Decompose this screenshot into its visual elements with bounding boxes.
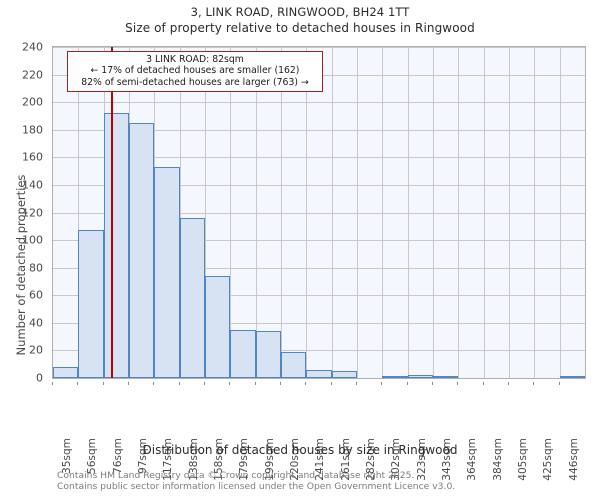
- x-axis-tick-mark: [77, 382, 78, 385]
- histogram-plot-area: 3 LINK ROAD: 82sqm ← 17% of detached hou…: [52, 46, 586, 379]
- histogram-bar: [382, 376, 408, 378]
- annotation-line-2: ← 17% of detached houses are smaller (16…: [90, 65, 300, 77]
- y-axis-tick-label: 60: [29, 288, 43, 302]
- histogram-bar: [560, 376, 585, 378]
- gridline-horizontal: [53, 240, 585, 242]
- gridline-horizontal: [53, 157, 585, 159]
- histogram-bar: [104, 113, 129, 378]
- histogram-bar: [256, 331, 281, 378]
- y-axis-tick-label: 180: [22, 123, 43, 137]
- plot-inner: 3 LINK ROAD: 82sqm ← 17% of detached hou…: [53, 47, 585, 378]
- histogram-bar: [129, 122, 154, 378]
- histogram-bar: [78, 230, 104, 378]
- gridline-vertical: [230, 47, 231, 378]
- x-axis-tick-mark: [229, 382, 230, 385]
- chart-subtitle: Size of property relative to detached ho…: [125, 21, 475, 35]
- property-annotation-box: 3 LINK ROAD: 82sqm ← 17% of detached hou…: [67, 51, 323, 93]
- chart-title-block: 3, LINK ROAD, RINGWOOD, BH24 1TT Size of…: [0, 4, 600, 37]
- x-axis: 35sqm 56sqm 76sqm 97sqm 117sqm 138sqm 158sqm 17…: [52, 382, 586, 481]
- gridline-vertical: [332, 47, 333, 378]
- x-axis-tick-mark: [533, 382, 534, 385]
- histogram-bar: [230, 329, 256, 378]
- x-axis-tick-mark: [305, 382, 306, 385]
- x-axis-tick-mark: [280, 382, 281, 385]
- gridline-horizontal: [53, 47, 585, 48]
- gridline-horizontal: [53, 267, 585, 269]
- gridline-vertical: [509, 47, 510, 378]
- gridline-horizontal: [53, 102, 585, 104]
- histogram-bar: [205, 275, 230, 378]
- histogram-bar: [332, 371, 357, 378]
- y-axis-tick-label: 100: [22, 233, 43, 247]
- histogram-bar: [306, 369, 332, 378]
- histogram-bar: [433, 376, 458, 378]
- x-axis-tick-mark: [356, 382, 357, 385]
- histogram-bar: [408, 375, 433, 378]
- y-axis-tick-label: 240: [22, 40, 43, 54]
- x-axis-title: Distribution of detached houses by size …: [142, 443, 458, 457]
- gridline-vertical: [458, 47, 459, 378]
- y-axis-tick-label: 80: [29, 261, 43, 275]
- x-axis-tick-mark: [128, 382, 129, 385]
- y-axis-tick-label: 0: [36, 371, 43, 385]
- property-size-marker-line: [110, 47, 113, 378]
- histogram-bar: [154, 167, 180, 378]
- attribution-footer: Contains HM Land Registry data © Crown c…: [57, 470, 455, 492]
- x-axis-tick-mark: [179, 382, 180, 385]
- x-axis-tick-mark: [559, 382, 560, 385]
- x-axis-tick-mark: [52, 382, 53, 385]
- x-axis-tick-mark: [432, 382, 433, 385]
- gridline-vertical: [357, 47, 358, 378]
- x-axis-tick-mark: [204, 382, 205, 385]
- x-axis-tick-mark: [508, 382, 509, 385]
- gridline-horizontal: [53, 184, 585, 186]
- footer-line-2: Contains public sector information licen…: [57, 481, 456, 493]
- annotation-line-3: 82% of semi-detached houses are larger (…: [81, 76, 309, 88]
- y-axis: Number of detached properties 0 20 40 60 80 1…: [0, 41, 48, 385]
- gridline-vertical: [560, 47, 561, 378]
- gridline-vertical: [382, 47, 383, 378]
- x-axis-tick-mark: [331, 382, 332, 385]
- histogram-bar: [53, 366, 78, 378]
- gridline-horizontal: [53, 295, 585, 297]
- gridline-horizontal: [53, 129, 585, 131]
- gridline-horizontal: [53, 212, 585, 214]
- histogram-bar: [180, 218, 205, 378]
- y-axis-tick-label: 40: [29, 316, 43, 330]
- x-axis-tick-mark: [103, 382, 104, 385]
- x-axis-tick-mark: [153, 382, 154, 385]
- y-axis-tick-label: 20: [29, 343, 43, 357]
- gridline-vertical: [433, 47, 434, 378]
- x-axis-tick-mark: [483, 382, 484, 385]
- gridline-vertical: [534, 47, 535, 378]
- x-axis-tick-mark: [407, 382, 408, 385]
- gridline-vertical: [281, 47, 282, 378]
- histogram-bar: [281, 351, 306, 378]
- y-axis-tick-label: 160: [22, 150, 43, 164]
- y-axis-tick-label: 220: [22, 68, 43, 82]
- y-axis-tick-label: 120: [22, 206, 43, 219]
- x-axis-tick-mark: [381, 382, 382, 385]
- annotation-line-1: 3 LINK ROAD: 82sqm: [146, 54, 244, 65]
- gridline-vertical: [408, 47, 409, 378]
- y-axis-tick-label: 200: [22, 95, 43, 109]
- x-axis-tick-mark: [255, 382, 256, 385]
- gridline-vertical: [306, 47, 307, 378]
- gridline-vertical: [78, 47, 79, 378]
- gridline-vertical: [484, 47, 485, 378]
- gridline-vertical: [205, 47, 206, 378]
- page-title: 3, LINK ROAD, RINGWOOD, BH24 1TT: [190, 5, 410, 19]
- y-axis-tick-label: 140: [22, 178, 43, 192]
- x-axis-tick-mark: [457, 382, 458, 385]
- gridline-horizontal: [53, 350, 585, 352]
- footer-line-1: Contains HM Land Registry data © Crown c…: [57, 470, 415, 481]
- gridline-vertical: [180, 47, 181, 378]
- gridline-vertical: [256, 47, 257, 378]
- gridline-horizontal: [53, 322, 585, 324]
